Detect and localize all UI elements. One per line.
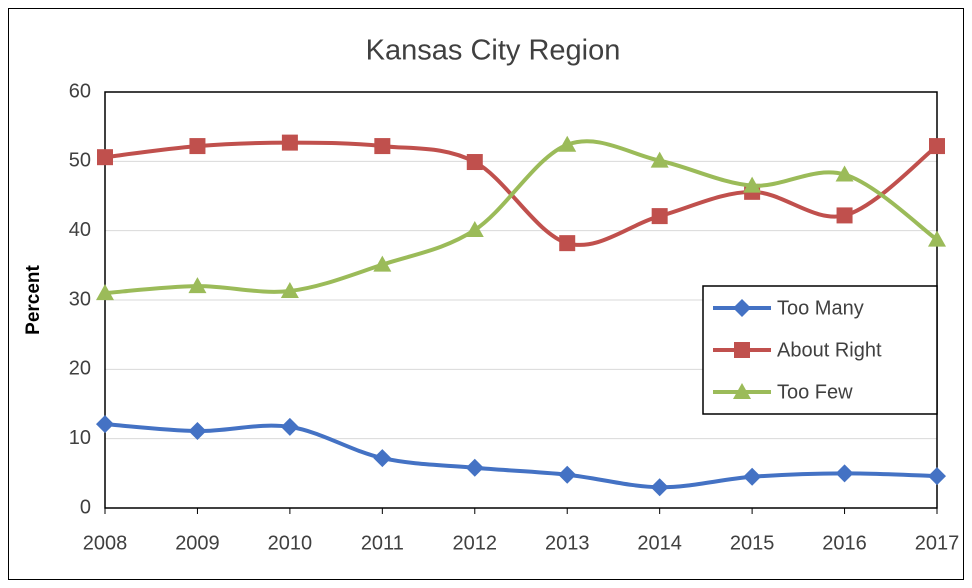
marker <box>189 138 206 155</box>
marker <box>97 149 113 166</box>
marker <box>733 299 751 317</box>
legend-label: About Right <box>777 339 882 361</box>
x-tick-label: 2015 <box>730 532 775 554</box>
marker <box>465 220 484 237</box>
x-tick-label: 2009 <box>175 532 220 554</box>
series-line <box>104 139 939 296</box>
marker <box>373 449 392 468</box>
marker <box>188 422 207 441</box>
x-tick-label: 2012 <box>453 532 498 554</box>
x-tick-label: 2011 <box>361 532 404 554</box>
marker <box>743 467 762 486</box>
marker <box>651 208 668 225</box>
y-tick-label: 20 <box>69 358 91 380</box>
marker <box>835 165 854 182</box>
x-tick-label: 2010 <box>268 532 313 554</box>
marker <box>650 478 669 497</box>
marker <box>928 230 946 247</box>
legend-label: Too Few <box>777 381 853 403</box>
series-line <box>104 140 939 247</box>
marker <box>928 467 946 486</box>
y-tick-label: 50 <box>69 150 91 172</box>
marker <box>374 138 391 155</box>
chart-title: Kansas City Region <box>366 35 621 67</box>
y-tick-label: 40 <box>69 219 91 241</box>
legend-label: Too Many <box>777 297 864 319</box>
y-axis-label: Percent <box>23 264 44 334</box>
x-tick-label: 2016 <box>822 532 867 554</box>
marker <box>835 464 854 483</box>
x-tick-label: 2013 <box>545 532 590 554</box>
marker <box>743 176 762 193</box>
y-tick-label: 60 <box>69 80 91 102</box>
marker <box>280 417 299 436</box>
x-tick-label: 2017 <box>915 532 960 554</box>
marker <box>734 342 750 358</box>
y-tick-label: 0 <box>80 496 91 518</box>
marker <box>733 383 751 399</box>
marker <box>281 134 298 151</box>
marker <box>559 235 576 252</box>
marker <box>650 151 669 168</box>
marker <box>929 138 945 155</box>
marker <box>466 154 483 171</box>
marker <box>558 135 577 152</box>
y-tick-label: 10 <box>69 427 91 449</box>
marker <box>465 458 484 477</box>
marker <box>836 207 853 224</box>
marker <box>96 415 114 434</box>
marker <box>280 281 299 298</box>
marker <box>96 284 114 301</box>
y-tick-label: 30 <box>69 288 91 310</box>
series-line <box>104 422 938 490</box>
x-tick-label: 2008 <box>83 532 128 554</box>
marker <box>188 277 207 294</box>
marker <box>558 465 577 484</box>
marker <box>373 255 392 272</box>
x-tick-label: 2014 <box>637 532 682 554</box>
